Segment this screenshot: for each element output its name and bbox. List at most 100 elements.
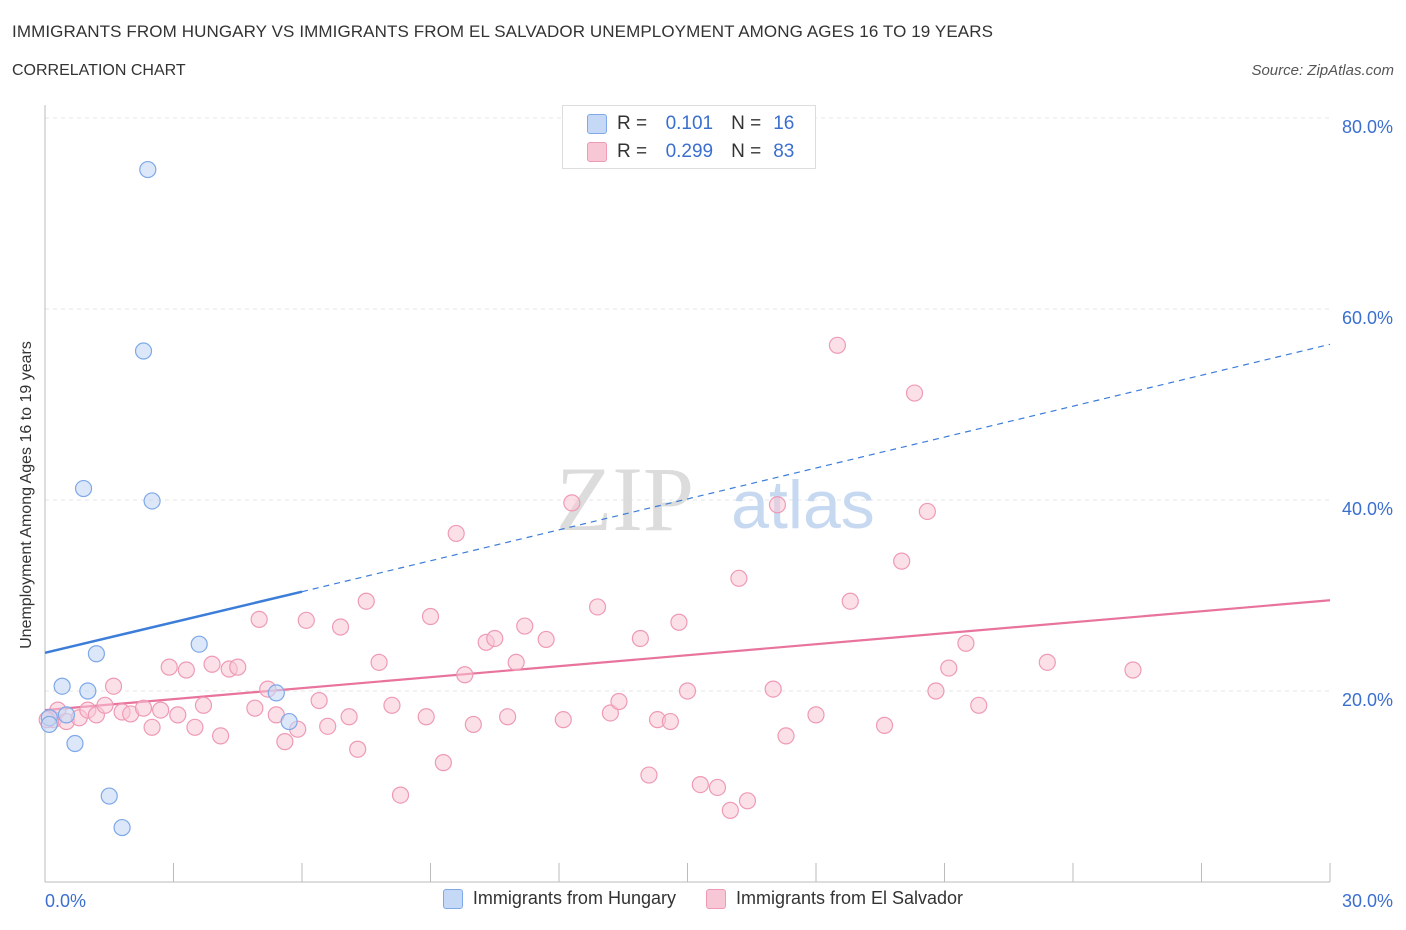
trend-line-el-salvador xyxy=(44,599,1331,712)
trend-lines xyxy=(44,343,1331,712)
legend-label-hungary: Immigrants from Hungary xyxy=(472,888,676,908)
point-el-salvador xyxy=(246,699,264,717)
x-tick-label-min: 0.0% xyxy=(45,891,86,911)
point-hungary xyxy=(57,706,76,724)
el-salvador-r-value: 0.299 xyxy=(665,141,714,162)
point-hungary xyxy=(53,677,71,695)
point-el-salvador xyxy=(537,630,555,649)
point-el-salvador xyxy=(893,552,911,570)
y-tick-label: 20.0% xyxy=(1342,690,1393,710)
point-el-salvador xyxy=(927,682,945,700)
trend-line-hungary-extension xyxy=(301,343,1331,593)
source-credit: Source: ZipAtlas.com xyxy=(1251,62,1394,79)
point-el-salvador xyxy=(96,696,114,714)
point-el-salvador xyxy=(421,607,440,626)
point-hungary xyxy=(79,682,97,700)
point-el-salvador xyxy=(447,524,465,543)
chart-subtitle: CORRELATION CHART xyxy=(12,62,186,79)
legend-item-hungary[interactable]: Immigrants from Hungary xyxy=(442,888,676,909)
legend-swatch-hungary xyxy=(442,888,463,909)
point-el-salvador xyxy=(721,801,739,819)
hungary-swatch xyxy=(587,114,607,134)
point-hungary xyxy=(190,635,208,653)
point-el-salvador xyxy=(177,661,195,679)
point-el-salvador xyxy=(143,718,161,736)
point-el-salvador xyxy=(601,704,620,722)
point-hungary xyxy=(139,160,157,179)
point-el-salvador xyxy=(250,610,268,628)
point-el-salvador xyxy=(970,696,988,714)
point-hungary xyxy=(74,479,93,498)
point-el-salvador xyxy=(464,715,482,734)
point-el-salvador xyxy=(940,659,958,677)
point-el-salvador xyxy=(383,696,401,714)
trend-line-hungary xyxy=(44,590,303,655)
point-el-salvador xyxy=(1124,661,1142,679)
n-label: N = xyxy=(731,141,762,162)
point-hungary xyxy=(66,734,84,753)
point-el-salvador xyxy=(340,708,358,726)
point-el-salvador xyxy=(1038,653,1056,671)
point-hungary xyxy=(40,715,58,734)
point-el-salvador xyxy=(456,666,474,684)
point-el-salvador xyxy=(640,766,658,784)
point-el-salvador xyxy=(349,740,367,758)
point-el-salvador xyxy=(875,716,894,734)
legend-item-el-salvador[interactable]: Immigrants from El Salvador xyxy=(705,888,963,909)
legend-swatch-el-salvador xyxy=(705,888,726,909)
point-el-salvador xyxy=(764,680,782,698)
tick-labels: 20.0% 40.0% 60.0% 80.0% 0.0% 30.0% xyxy=(45,117,1393,911)
point-el-salvador xyxy=(229,658,247,676)
point-el-salvador xyxy=(169,706,187,724)
point-el-salvador xyxy=(918,502,936,521)
point-el-salvador xyxy=(807,706,825,724)
point-hungary xyxy=(267,684,285,702)
hungary-n-value: 16 xyxy=(773,113,795,134)
point-el-salvador xyxy=(186,718,204,736)
point-el-salvador xyxy=(777,727,795,745)
hungary-r-value: 0.101 xyxy=(665,113,714,134)
point-el-salvador xyxy=(152,701,170,719)
point-hungary xyxy=(100,787,118,805)
point-el-salvador xyxy=(297,611,315,629)
point-el-salvador xyxy=(768,496,787,514)
point-hungary xyxy=(87,645,106,663)
chart-title: IMMIGRANTS FROM HUNGARY VS IMMIGRANTS FR… xyxy=(12,22,994,41)
point-el-salvador xyxy=(212,727,230,745)
point-el-salvador xyxy=(691,775,709,794)
stats-row-el-salvador: R = 0.299 N = 83 xyxy=(587,141,794,163)
point-hungary xyxy=(134,342,153,360)
point-el-salvador xyxy=(276,733,294,751)
point-el-salvador xyxy=(841,592,859,610)
point-el-salvador xyxy=(631,629,649,648)
watermark: ZIP atlas xyxy=(556,448,875,550)
point-el-salvador xyxy=(588,598,607,616)
series-legend: Immigrants from Hungary Immigrants from … xyxy=(0,888,1406,909)
stats-row-hungary: R = 0.101 N = 16 xyxy=(587,113,794,135)
r-label: R = xyxy=(617,141,648,162)
point-el-salvador xyxy=(738,792,757,810)
point-el-salvador xyxy=(319,717,337,735)
stats-legend: R = 0.101 N = 16 R = 0.299 N = 83 xyxy=(562,105,816,169)
watermark-atlas: atlas xyxy=(731,467,875,543)
y-tick-label: 80.0% xyxy=(1342,117,1393,137)
r-label: R = xyxy=(617,113,648,134)
point-el-salvador xyxy=(203,655,221,673)
point-el-salvador xyxy=(160,658,178,676)
point-el-salvador xyxy=(310,691,328,710)
point-el-salvador xyxy=(563,494,581,512)
point-el-salvador xyxy=(708,778,727,797)
point-el-salvador xyxy=(486,629,504,648)
point-el-salvador xyxy=(828,336,847,354)
gridlines xyxy=(45,117,1330,692)
n-label: N = xyxy=(731,113,762,134)
point-el-salvador xyxy=(661,712,679,731)
point-el-salvador xyxy=(391,786,410,804)
axes xyxy=(44,105,1331,883)
point-el-salvador xyxy=(670,613,688,631)
point-el-salvador xyxy=(507,653,525,671)
point-el-salvador xyxy=(357,592,375,610)
point-el-salvador xyxy=(730,569,748,587)
point-el-salvador xyxy=(417,708,435,726)
